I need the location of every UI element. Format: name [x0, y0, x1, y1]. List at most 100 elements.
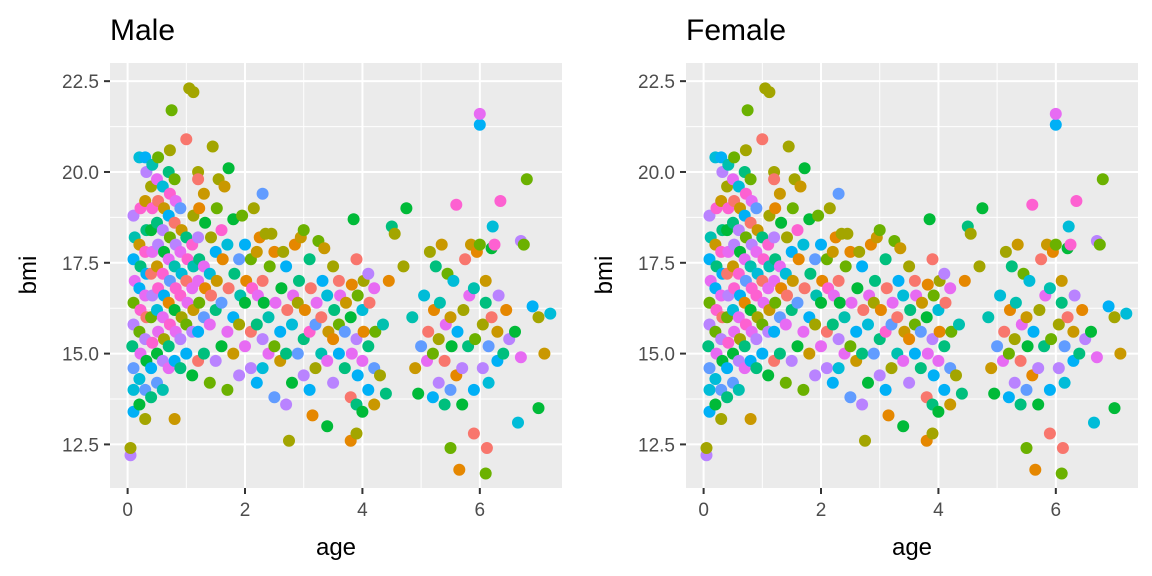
male-y-tick-label: 22.5 — [62, 72, 99, 93]
male-data-point — [215, 340, 228, 353]
male-data-point — [332, 274, 345, 287]
male-data-point — [451, 325, 464, 338]
female-data-point — [775, 216, 788, 229]
female-data-point — [773, 347, 786, 360]
female-data-point — [859, 434, 871, 447]
female-data-point — [826, 245, 839, 258]
female-data-point — [1027, 325, 1040, 338]
male-data-point — [257, 296, 270, 309]
female-data-point — [815, 340, 827, 353]
male-data-point — [145, 391, 158, 404]
female-data-point — [1049, 118, 1062, 131]
female-data-point — [1026, 198, 1039, 211]
female-data-point — [879, 253, 892, 266]
male-data-point — [479, 274, 492, 287]
female-x-tick-label: 2 — [816, 500, 827, 521]
male-data-point — [532, 311, 545, 324]
female-data-point — [958, 274, 971, 287]
female-data-point — [832, 362, 845, 375]
female-data-point — [921, 347, 934, 360]
male-data-point — [374, 369, 386, 382]
male-data-point — [215, 296, 228, 309]
male-data-point — [538, 347, 551, 360]
female-x-tick-label: 4 — [933, 500, 944, 521]
male-data-point — [186, 369, 199, 382]
female-data-point — [785, 354, 798, 367]
female-data-point — [728, 151, 741, 164]
male-data-point — [438, 354, 451, 367]
female-data-point — [826, 318, 839, 331]
male-data-point — [350, 427, 363, 440]
male-data-point — [457, 304, 470, 316]
male-data-point — [467, 427, 480, 440]
female-data-point — [820, 362, 833, 375]
male-data-point — [497, 347, 510, 360]
male-data-point — [303, 253, 316, 266]
female-y-tick-label: 12.5 — [638, 435, 675, 456]
male-data-point — [318, 242, 331, 255]
male-data-point — [233, 369, 246, 382]
male-data-point — [244, 362, 257, 375]
male-data-point — [187, 86, 200, 99]
female-data-point — [1058, 376, 1071, 389]
female-data-point — [939, 296, 952, 309]
male-data-point — [315, 311, 328, 324]
female-data-point — [781, 289, 793, 302]
male-data-point — [316, 274, 329, 287]
male-data-point — [268, 391, 281, 404]
female-data-point — [763, 86, 776, 99]
female-data-point — [750, 333, 763, 346]
male-data-point — [512, 416, 524, 429]
male-data-point — [193, 202, 206, 215]
female-data-point — [1088, 416, 1100, 429]
male-data-point — [328, 304, 341, 316]
female-data-point — [845, 296, 858, 309]
male-data-point — [168, 413, 181, 425]
female-data-point — [1023, 274, 1036, 287]
female-data-point — [998, 325, 1011, 338]
female-data-point — [853, 245, 866, 258]
female-data-point — [786, 274, 799, 287]
male-y-tick-label: 20.0 — [62, 163, 99, 184]
female-data-point — [938, 267, 951, 280]
female-data-point — [994, 289, 1007, 302]
male-data-point — [347, 213, 360, 226]
male-y-tick-label: 17.5 — [62, 254, 99, 275]
female-data-point — [882, 409, 895, 422]
male-data-point — [473, 238, 486, 251]
female-y-tick-label: 17.5 — [638, 254, 675, 275]
female-data-point — [1076, 304, 1089, 316]
female-data-point — [950, 369, 962, 382]
male-data-point — [447, 274, 460, 287]
male-y-tick-label: 15.0 — [62, 345, 99, 366]
male-data-point — [222, 282, 235, 295]
female-data-point — [739, 144, 752, 157]
female-data-point — [982, 311, 995, 324]
female-data-point — [916, 296, 928, 309]
male-data-point — [269, 296, 282, 309]
male-data-point — [388, 227, 401, 240]
female-data-point — [862, 376, 874, 389]
female-data-point — [769, 296, 782, 309]
male-data-point — [332, 347, 345, 360]
female-data-point — [897, 420, 910, 433]
female-data-point — [812, 209, 825, 222]
female-data-point — [1020, 442, 1033, 454]
male-data-point — [517, 238, 530, 251]
female-data-point — [885, 362, 898, 375]
male-data-point — [426, 391, 439, 404]
female-data-point — [1045, 333, 1058, 346]
female-data-point — [856, 347, 869, 360]
male-data-point — [174, 333, 187, 346]
female-data-point — [797, 238, 810, 251]
male-data-point — [406, 311, 419, 324]
female-data-point — [955, 387, 968, 400]
male-data-point — [156, 383, 169, 396]
female-data-point — [798, 162, 811, 175]
female-data-point — [773, 187, 786, 200]
female-data-point — [1062, 220, 1075, 233]
male-data-point — [199, 216, 212, 229]
female-data-point — [756, 133, 769, 146]
male-data-point — [286, 318, 298, 331]
female-data-point — [815, 296, 827, 309]
